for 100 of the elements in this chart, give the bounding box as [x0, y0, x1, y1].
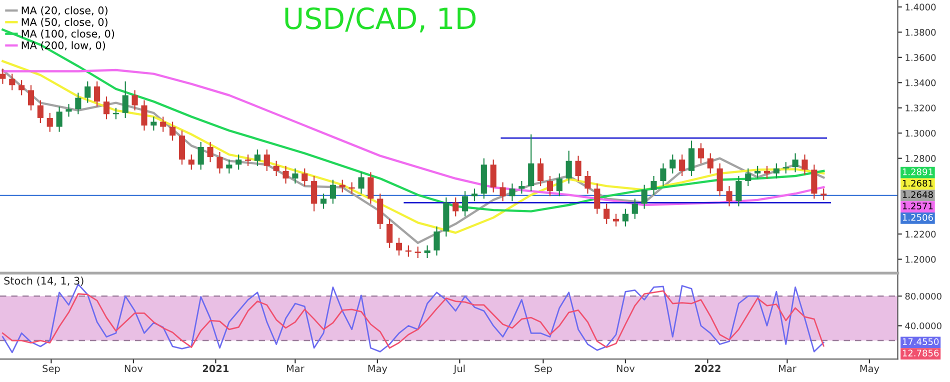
candlestick [216, 151, 223, 174]
candlestick [745, 168, 752, 187]
candlestick [226, 159, 232, 174]
candlestick [122, 80, 128, 119]
candlestick [170, 121, 176, 142]
x-tick-label: May [860, 364, 880, 374]
candlestick [726, 186, 732, 207]
candlestick [556, 172, 562, 197]
candlestick [103, 96, 110, 120]
chart-title: Stoch (14, 1, 3) [4, 276, 84, 286]
candlestick [330, 179, 336, 204]
y-tick-label: 1.4000 [906, 4, 936, 10]
candlestick [84, 80, 91, 104]
text: 17.4550 [902, 338, 939, 346]
y-tick-label: 80.0000 [905, 292, 942, 300]
x-tick-label: Jul [453, 364, 465, 374]
y-tick-label: 1.3800 [906, 28, 936, 36]
candlestick [339, 179, 346, 193]
text: 1.2648 [902, 191, 933, 198]
candlestick [386, 218, 393, 248]
candlestick [594, 183, 600, 214]
candlestick [320, 193, 327, 210]
x-tick-label: 2021 [202, 364, 229, 372]
candlestick [178, 130, 186, 166]
candlestick [575, 155, 582, 182]
candlestick [160, 116, 166, 132]
candlestick [141, 100, 148, 132]
candlestick [462, 190, 468, 217]
candlestick [9, 73, 16, 91]
candlestick [207, 141, 214, 163]
chart-title: USD/CAD, 1D [285, 7, 476, 32]
candlestick [736, 175, 742, 207]
candlestick [584, 170, 591, 194]
candlestick [688, 140, 695, 177]
candlestick [452, 196, 459, 217]
candlestick [538, 158, 544, 187]
candlestick [604, 203, 610, 224]
ref-line-label: 1.2506 [902, 214, 933, 221]
candlestick [282, 165, 289, 184]
candlestick [198, 141, 204, 170]
candlestick [358, 172, 364, 194]
candlestick [566, 150, 572, 184]
y-tick-label: 1.2000 [906, 256, 936, 263]
candlestick [94, 80, 100, 108]
candlestick [650, 175, 657, 196]
candlestick [773, 162, 780, 180]
x-tick-label: Nov [616, 364, 635, 372]
candlestick [424, 244, 430, 259]
candlestick [528, 134, 534, 192]
candlestick [236, 154, 242, 170]
candlestick [707, 152, 714, 174]
candlestick [792, 152, 798, 173]
candlestick [56, 106, 62, 132]
legend-label: MA (50, close, 0) [22, 18, 108, 28]
y-tick-label: 1.3400 [906, 79, 936, 86]
candlestick [679, 154, 686, 177]
text: 1.2681 [902, 180, 933, 187]
candlestick [434, 226, 440, 256]
candlestick [471, 188, 478, 202]
candlestick [754, 165, 761, 180]
candlestick [188, 154, 194, 170]
text: 12.7856 [902, 350, 939, 356]
x-tick-label: Mar [286, 364, 304, 372]
candlestick [132, 90, 138, 111]
y-tick-label: 1.3000 [906, 130, 936, 137]
line-series [2, 68, 825, 206]
y-tick-label: 1.2800 [906, 155, 936, 162]
candlestick [311, 175, 318, 212]
text: 1.2891 [902, 168, 933, 176]
candlestick [698, 142, 704, 164]
candlestick [622, 208, 628, 228]
candlestick [820, 188, 827, 201]
candlestick [802, 154, 808, 176]
candlestick [500, 182, 506, 202]
candlestick [302, 168, 308, 187]
legend-label: MA (100, close, 0) [22, 30, 114, 39]
y-tick-label: 1.2200 [906, 230, 936, 238]
candlestick [509, 183, 516, 202]
candlestick [368, 172, 374, 204]
candlestick [264, 148, 270, 172]
y-tick-label: 1.3600 [906, 54, 936, 61]
candlestick [244, 154, 252, 166]
candlestick [670, 154, 676, 174]
candlestick [764, 165, 770, 180]
candlestick [75, 92, 82, 115]
candlestick [490, 159, 496, 193]
candlestick [28, 84, 34, 111]
y-tick-label: 1.3200 [906, 104, 936, 112]
x-tick-label: 2022 [694, 364, 720, 372]
candlestick [612, 213, 620, 228]
candlestick [811, 164, 818, 200]
line-series [2, 290, 824, 349]
candlestick [414, 246, 421, 259]
x-tick-label: Nov [124, 364, 143, 372]
x-tick-label: Mar [779, 364, 796, 372]
candlestick [641, 184, 648, 210]
legend-label: MA (20, close, 0) [22, 6, 108, 16]
text: 1.2571 [902, 202, 933, 210]
candlestick [782, 162, 789, 174]
candlestick [273, 160, 280, 177]
